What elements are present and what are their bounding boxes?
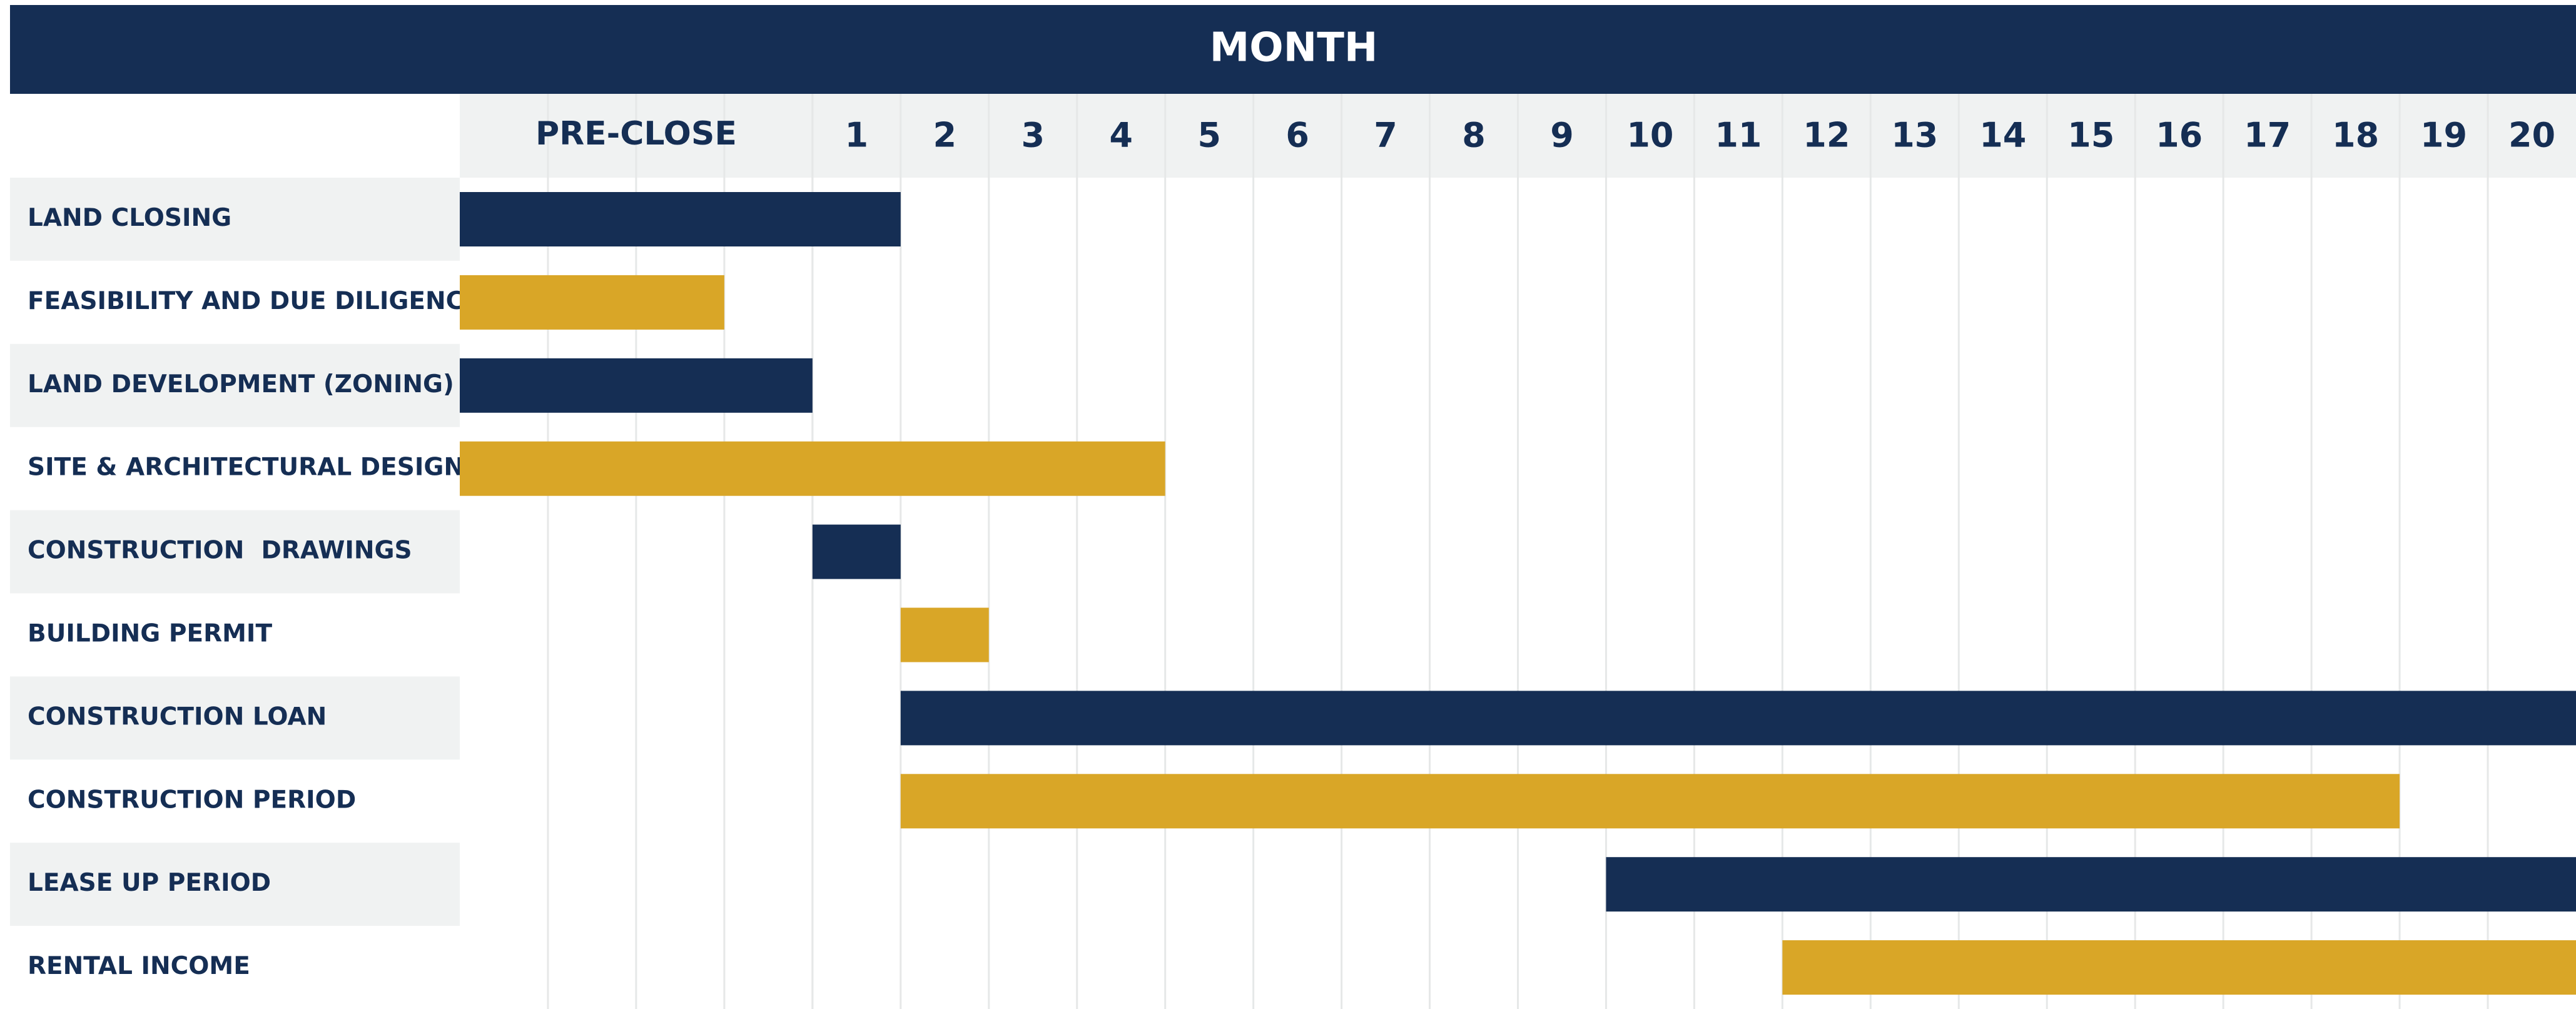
x-tick-label: 11 [1715,116,1762,155]
x-tick-label: 9 [1550,116,1574,155]
task-bar [812,524,901,579]
label-cell-bg [10,676,460,760]
task-label: CONSTRUCTION PERIOD [28,786,356,814]
x-tick-label: 2 [933,116,956,155]
label-cell-bg [10,843,460,926]
preclose-label: PRE-CLOSE [535,115,737,153]
task-bar [1782,940,2576,995]
task-label: CONSTRUCTION LOAN [28,702,327,731]
task-label: CONSTRUCTION DRAWINGS [28,537,412,565]
x-tick-label: 3 [1021,116,1045,155]
task-bar [900,774,2400,829]
task-bar [460,192,901,246]
x-tick-label: 18 [2332,116,2379,155]
task-label: RENTAL INCOME [28,952,250,980]
x-tick-label: 10 [1626,116,1673,155]
task-bar [900,607,989,662]
x-tick-label: 19 [2420,116,2467,155]
task-label: LAND CLOSING [28,204,231,232]
x-tick-label: 13 [1891,116,1938,155]
x-tick-label: 12 [1803,116,1850,155]
task-bar [460,441,1165,496]
task-bar [460,358,813,413]
x-tick-label: 5 [1197,116,1221,155]
x-tick-label: 1 [845,116,869,155]
task-bar [460,275,724,330]
task-label: LEASE UP PERIOD [28,869,271,897]
x-tick-label: 15 [2067,116,2114,155]
task-bar [1606,857,2576,912]
label-cell-bg [10,510,460,594]
x-tick-label: 8 [1462,116,1486,155]
label-cell-bg [10,343,460,427]
task-label: FEASIBILITY AND DUE DILIGENCE [28,287,480,315]
x-tick-label: 4 [1109,116,1133,155]
task-label: LAND DEVELOPMENT (ZONING) [28,370,454,398]
task-label: BUILDING PERMIT [28,619,272,647]
x-tick-label: 14 [1979,116,2026,155]
task-label: SITE & ARCHITECTURAL DESIGN [28,454,464,482]
label-cell-bg [10,178,460,261]
title-bar [10,5,2576,94]
x-tick-label: 16 [2156,116,2203,155]
x-tick-label: 20 [2508,116,2555,155]
x-tick-label: 17 [2244,116,2291,155]
task-bar [900,691,2576,746]
x-tick-label: 7 [1374,116,1397,155]
x-tick-label: 6 [1285,116,1309,155]
chart-title: MONTH [1210,25,1378,71]
